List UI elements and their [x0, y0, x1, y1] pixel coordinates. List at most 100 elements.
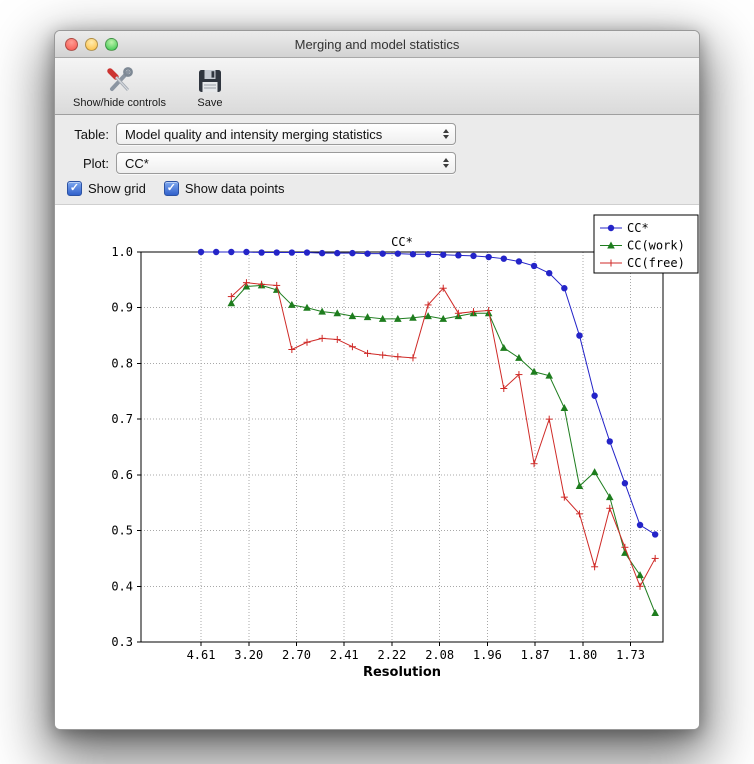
- y-tick-label: 0.4: [111, 579, 133, 593]
- show-grid-checkbox[interactable]: ✓: [67, 181, 82, 196]
- cc-marker: [243, 248, 250, 256]
- tools-icon: [107, 67, 134, 92]
- cc-marker: [530, 262, 538, 270]
- x-tick-label: 4.61: [187, 648, 216, 662]
- app-window: Merging and model statistics Show/hide c…: [54, 30, 700, 730]
- cc-work-marker: [378, 314, 387, 322]
- minimize-button[interactable]: [85, 37, 98, 51]
- zoom-button[interactable]: [105, 37, 118, 51]
- plot-dropdown-value: CC*: [125, 155, 149, 171]
- cc-marker: [424, 251, 432, 258]
- x-tick-label: 1.80: [568, 648, 597, 662]
- cc-marker: [197, 248, 205, 256]
- controls-panel: Table: Model quality and intensity mergi…: [55, 115, 699, 204]
- cc-marker: [349, 249, 356, 257]
- cc-work-marker: [288, 300, 296, 308]
- cc-work-marker: [651, 609, 659, 617]
- cc-marker: [440, 251, 447, 258]
- table-dropdown[interactable]: Model quality and intensity merging stat…: [116, 123, 456, 145]
- cc-marker: [288, 249, 296, 256]
- cc-marker: [515, 258, 523, 265]
- show-data-points-checkbox[interactable]: ✓: [163, 181, 179, 196]
- checkmark-icon: ✓: [166, 182, 176, 194]
- legend-marker: [607, 241, 615, 249]
- checkbox-row: ✓ Show grid ✓ Show data points: [55, 181, 699, 196]
- cc-marker: [409, 251, 417, 258]
- cc-work-marker: [515, 353, 523, 361]
- cc-work-marker: [499, 343, 508, 351]
- show-data-points-label: Show data points: [184, 181, 285, 196]
- plot-frame: [140, 251, 664, 643]
- cc-work-marker: [545, 371, 554, 379]
- cc-marker: [334, 249, 341, 257]
- chart-panel: 4.61 3.20 2.70 2.41 2.22 2.08 1.96 1.87 1.80 1.73…: [55, 204, 699, 729]
- cc-work-marker: [333, 309, 342, 317]
- show-hide-controls-label: Show/hide controls: [73, 97, 166, 109]
- cc-marker: [228, 248, 235, 256]
- cc-work-marker: [272, 285, 281, 293]
- table-row: Table: Model quality and intensity mergi…: [55, 123, 699, 145]
- cc-marker: [470, 252, 477, 260]
- cc-marker: [500, 255, 507, 262]
- cc-marker: [576, 332, 583, 339]
- legend-label-cc-free: CC(free): [627, 256, 685, 270]
- table-dropdown-value: Model quality and intensity merging stat…: [125, 126, 383, 142]
- y-tick-label: 0.7: [111, 412, 133, 426]
- y-tick-label: 0.9: [111, 301, 133, 315]
- cc-marker: [212, 248, 220, 256]
- legend-marker: [607, 224, 615, 232]
- cc-work-marker: [227, 299, 236, 307]
- cc-work-marker: [409, 313, 417, 321]
- cc-marker: [636, 521, 644, 529]
- save-icon: [198, 70, 221, 92]
- title-bar: Merging and model statistics: [55, 31, 699, 58]
- cc-marker: [546, 269, 553, 277]
- x-tick-label: 2.22: [377, 648, 406, 662]
- cc-work-marker: [605, 493, 614, 501]
- x-tick-label: 3.20: [234, 648, 263, 662]
- cc-work-marker: [348, 312, 357, 320]
- y-tick-label: 1.0: [111, 245, 133, 259]
- plot-label: Plot:: [82, 155, 109, 171]
- cc-marker: [455, 252, 462, 259]
- y-tick-label: 0.8: [111, 356, 133, 370]
- show-hide-controls-button[interactable]: Show/hide controls: [67, 65, 172, 111]
- cc-work-line: [230, 284, 656, 614]
- x-tick-label: 2.70: [282, 648, 311, 662]
- dropdown-arrows-icon: [443, 129, 449, 139]
- close-button[interactable]: [65, 37, 78, 51]
- cc-work-marker: [530, 367, 538, 375]
- save-button[interactable]: Save: [190, 65, 230, 111]
- cc-work-marker: [621, 548, 629, 556]
- chart: 4.61 3.20 2.70 2.41 2.22 2.08 1.96 1.87 1.80 1.73…: [111, 214, 699, 680]
- save-label: Save: [197, 97, 223, 109]
- checkmark-icon: ✓: [69, 182, 80, 194]
- cc-work-marker: [318, 307, 326, 315]
- dropdown-arrows-icon: [443, 158, 449, 168]
- x-tick-label: 2.08: [425, 648, 454, 662]
- y-tick-label: 0.6: [111, 468, 133, 482]
- window-title: Merging and model statistics: [294, 36, 460, 52]
- x-tick-label: 2.41: [330, 648, 359, 662]
- cc-marker: [651, 531, 659, 538]
- cc-marker: [273, 249, 280, 256]
- cc-marker: [258, 249, 265, 256]
- traffic-lights: [65, 31, 125, 57]
- cc-marker: [621, 480, 629, 487]
- plot-row: Plot: CC*: [55, 152, 699, 174]
- legend-label-cc: CC*: [627, 221, 649, 235]
- cc-free-line: [230, 282, 656, 588]
- cc-marker: [394, 250, 402, 257]
- x-tick-label: 1.96: [473, 648, 502, 662]
- cc-work-marker: [363, 313, 372, 321]
- cc-work-marker: [424, 312, 432, 320]
- cc-marker: [364, 250, 371, 257]
- table-label: Table:: [74, 126, 109, 142]
- x-tick-label: 1.73: [616, 648, 645, 662]
- x-axis-label: Resolution: [363, 665, 441, 680]
- y-tick-label: 0.3: [111, 635, 133, 649]
- cc-work-marker: [590, 468, 599, 476]
- x-tick-label: 1.87: [521, 648, 550, 662]
- plot-dropdown[interactable]: CC*: [116, 152, 456, 174]
- cc-marker: [561, 285, 568, 292]
